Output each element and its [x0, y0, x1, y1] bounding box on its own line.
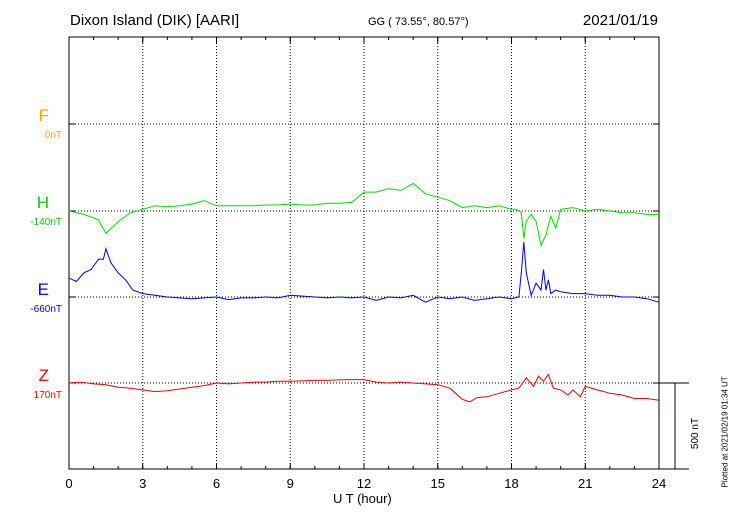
- baseline-label-e: -660nT: [30, 304, 62, 315]
- x-tick-label: 12: [356, 476, 372, 491]
- x-tick-label: 9: [286, 476, 294, 491]
- baseline-label-h: -140nT: [30, 217, 62, 228]
- baseline-label-z: 170nT: [33, 390, 62, 401]
- scale-bar-label: 500 nT: [690, 417, 702, 450]
- series-trace-h: [68, 182, 659, 247]
- component-label-z: Z: [38, 366, 49, 385]
- station-title: Dixon Island (DIK) [AARI]: [70, 12, 240, 29]
- x-tick-label: 6: [212, 476, 221, 491]
- component-label-e: E: [37, 280, 49, 299]
- baseline-label-f: 0nT: [44, 130, 62, 141]
- x-tick-label: 0: [65, 476, 73, 491]
- x-tick-label: 18: [504, 476, 519, 491]
- x-tick-label: 21: [578, 476, 593, 491]
- x-tick-label: 15: [430, 476, 445, 491]
- geographic-coords: GG ( 73.55°, 80.57°): [368, 16, 469, 28]
- component-label-f: F: [38, 106, 49, 125]
- series-trace-e: [68, 241, 660, 303]
- series-trace-z: [68, 373, 660, 403]
- x-axis-label: U T (hour): [333, 491, 392, 506]
- x-tick-label: 24: [651, 476, 667, 491]
- x-tick-label: 3: [139, 476, 147, 491]
- plot-date: 2021/01/19: [582, 12, 658, 29]
- component-label-h: H: [36, 193, 49, 212]
- plotted-timestamp: Plotted at 2021/02/19 01:34 UT: [720, 376, 730, 488]
